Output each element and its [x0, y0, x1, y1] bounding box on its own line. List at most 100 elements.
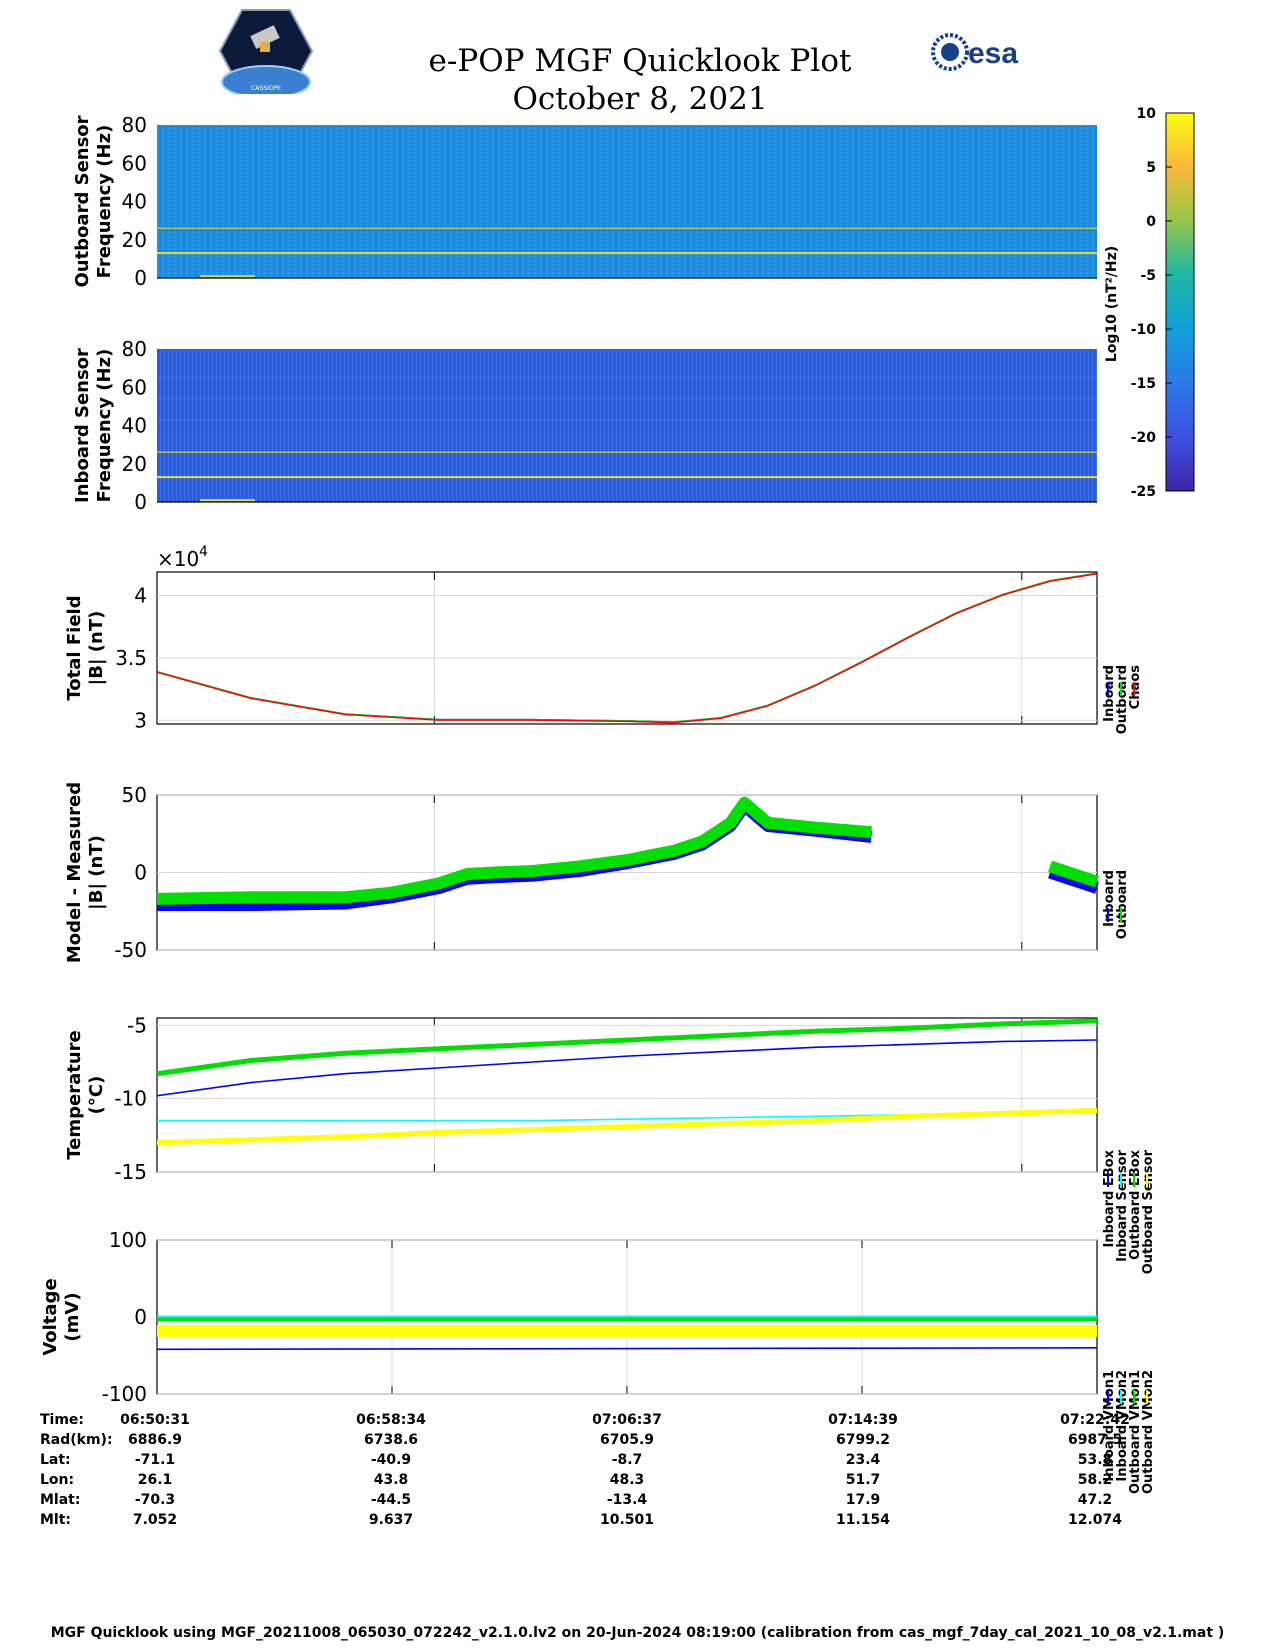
outboard-spec-ytick: 0: [134, 266, 147, 290]
info-cell: 7.052: [132, 1512, 178, 1528]
info-cell: 6738.6: [363, 1432, 419, 1448]
outboard-spec-lowfreq-blob: [200, 275, 255, 278]
colorbar-tick: -25: [1131, 484, 1156, 500]
info-cell: 12.074: [1067, 1512, 1123, 1528]
voltage-legend-0: Inboard VMon1: [1102, 1370, 1117, 1482]
total-field-ylabel-line2: |B| (nT): [86, 611, 107, 686]
info-cell: 6886.9: [127, 1432, 183, 1448]
colorbar-tick: 0: [1146, 214, 1156, 230]
model-measured-ytick: 0: [134, 861, 147, 885]
colorbar-tick: 5: [1146, 160, 1156, 176]
info-cell: 06:58:34: [356, 1412, 426, 1428]
inboard-spec-ytick: 60: [122, 375, 147, 399]
inboard-spec-lowfreq-blob: [200, 499, 255, 502]
inboard-spec-ytick: 40: [122, 414, 147, 438]
voltage-ylabel-line1: Voltage: [40, 1278, 61, 1355]
info-cell: -13.4: [606, 1492, 648, 1508]
total-field-ytick: 3.5: [115, 646, 147, 670]
outboard-spec-heatmap: [157, 125, 1097, 278]
info-cell: 17.9: [845, 1492, 881, 1508]
outboard-spec-ytick: 80: [122, 113, 147, 137]
info-row-label: Mlt:: [40, 1512, 72, 1528]
info-cell: -44.5: [370, 1492, 412, 1508]
total-field-line-chaos: [156, 573, 1098, 724]
model-measured-ylabel-line2: |B| (nT): [86, 835, 107, 910]
info-cell: 07:22:42: [1060, 1412, 1130, 1428]
temperature-legend-3: Outboard Sensor: [1141, 1149, 1156, 1274]
cassiope-logo: CASSIOPE: [218, 9, 314, 94]
inboard-spec-ylabel-line2: Frequency (Hz): [94, 349, 115, 503]
inboard-spec-heatmap: [157, 349, 1097, 502]
info-cell: -71.1: [134, 1452, 176, 1468]
temperature-legend-2: Outboard EBox: [1128, 1149, 1143, 1259]
colorbar-tick: -10: [1131, 322, 1157, 338]
voltage-ytick: 0: [134, 1305, 147, 1329]
colorbar: [1165, 112, 1195, 492]
temperature-ytick: -15: [114, 1160, 147, 1184]
total-field-exponent-power: 4: [199, 544, 208, 560]
temperature-ylabel-line1: Temperature: [64, 1030, 85, 1159]
info-cell: 51.7: [845, 1472, 881, 1488]
total-field-frame: [156, 571, 1098, 725]
cassiope-logo-text: CASSIOPE: [251, 85, 281, 92]
inboard-spec-ylabel-line1: Inboard Sensor: [72, 348, 93, 503]
info-cell: 6705.9: [599, 1432, 655, 1448]
voltage-ytick: 100: [109, 1228, 147, 1252]
total-field-exponent: ×10: [157, 547, 199, 571]
colorbar-label: Log10 (nT²/Hz): [1104, 246, 1120, 362]
esa-logo: esa: [931, 33, 1018, 71]
total-field-ytick: 4: [134, 584, 147, 608]
model-measured-line-outboard-3: [1048, 860, 1099, 888]
info-cell: 58.2: [1077, 1472, 1113, 1488]
inboard-spec-ytick: 0: [134, 490, 147, 514]
model-measured-ytick: -50: [114, 938, 147, 962]
info-cell: 07:06:37: [592, 1412, 662, 1428]
info-cell: 07:14:39: [828, 1412, 898, 1428]
colorbar-tick: 10: [1137, 106, 1157, 122]
esa-logo-text: esa: [968, 37, 1018, 70]
info-cell: 9.637: [368, 1512, 414, 1528]
voltage-legend-1: Inboard VMon2: [1115, 1370, 1130, 1482]
voltage-ylabel-line2: (mV): [62, 1292, 83, 1341]
outboard-spec-ytick: 40: [122, 190, 147, 214]
total-field-ylabel-line1: Total Field: [64, 595, 85, 700]
info-cell: 6799.2: [835, 1432, 891, 1448]
info-cell: -40.9: [370, 1452, 412, 1468]
temperature-line-2: [156, 1018, 1098, 1077]
temperature-ytick: -5: [127, 1013, 147, 1037]
info-cell: 47.2: [1077, 1492, 1113, 1508]
total-field-legend-2: Chaos: [1128, 665, 1143, 709]
outboard-spec-ytick: 60: [122, 151, 147, 175]
temperature-line-0: [156, 1039, 1098, 1097]
info-cell: -70.3: [134, 1492, 176, 1508]
plot-date: October 8, 2021: [512, 81, 768, 117]
info-cell: 6987.5: [1067, 1432, 1123, 1448]
info-row-label: Lat:: [40, 1452, 71, 1468]
info-row-label: Lon:: [40, 1472, 75, 1488]
footer-caption: MGF Quicklook using MGF_20211008_065030_…: [50, 1625, 1225, 1641]
voltage-line-0: [156, 1347, 1098, 1351]
outboard-spec-ytick: 20: [122, 228, 147, 252]
info-cell: 23.4: [845, 1452, 881, 1468]
temperature-legend-0: Inboard EBox: [1102, 1149, 1117, 1247]
model-measured-line-outboard-1: [156, 796, 872, 905]
info-row-label: Time:: [40, 1412, 85, 1428]
info-cell: 10.501: [599, 1512, 655, 1528]
total-field-ytick: 3: [134, 708, 147, 732]
colorbar-tick: -15: [1131, 376, 1156, 392]
info-cell: 06:50:31: [120, 1412, 190, 1428]
inboard-spec-ytick: 80: [122, 337, 147, 361]
plot-title: e-POP MGF Quicklook Plot: [428, 43, 852, 79]
info-cell: 43.8: [373, 1472, 409, 1488]
colorbar-tick: -5: [1140, 268, 1156, 284]
model-measured-legend-1: Outboard: [1115, 870, 1130, 939]
info-row-label: Rad(km):: [40, 1432, 113, 1448]
voltage-legend-3: Outboard VMon2: [1141, 1370, 1156, 1494]
outboard-spec-ylabel-line2: Frequency (Hz): [94, 125, 115, 279]
temperature-legend-1: Inboard Sensor: [1115, 1149, 1130, 1261]
info-cell: 26.1: [137, 1472, 173, 1488]
voltage-ytick: -100: [102, 1382, 147, 1406]
voltage-legend-2: Outboard VMon1: [1128, 1370, 1143, 1494]
info-cell: 48.3: [609, 1472, 645, 1488]
info-cell: 53.8: [1077, 1452, 1113, 1468]
